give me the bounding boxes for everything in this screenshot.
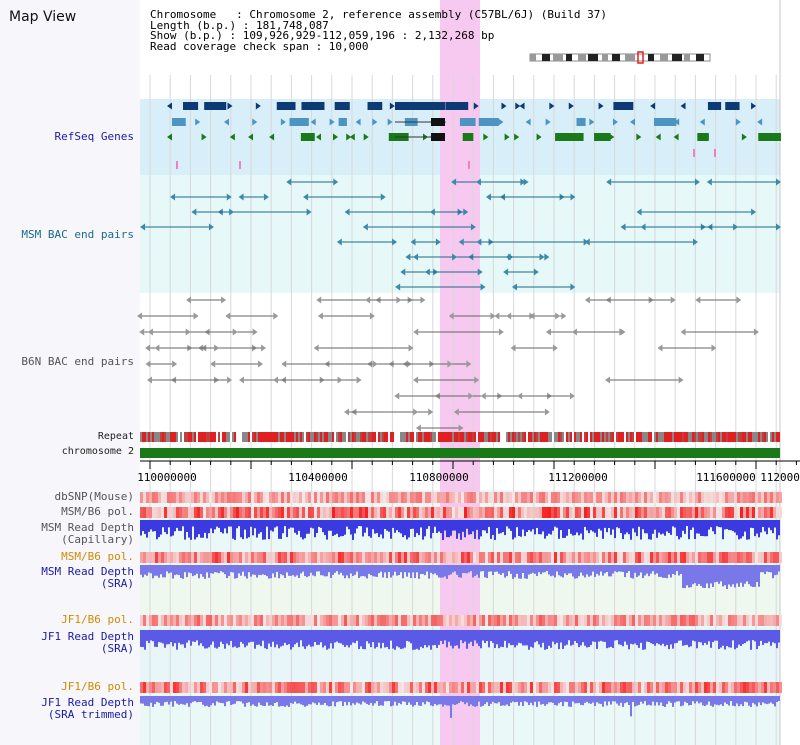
repeat-label: Repeat [97, 431, 134, 442]
refseq-genes-track [167, 102, 781, 169]
msm-bac-pairs-track [140, 178, 781, 291]
msm-depth-sra-label-1[interactable]: MSM Read Depth [41, 565, 134, 578]
refseq-genes-label[interactable]: RefSeq Genes [54, 130, 134, 143]
span-line: Read coverage check span : 10,000 [150, 39, 369, 53]
jf1-pol-label-1[interactable]: JF1/B6 pol. [61, 613, 134, 626]
jf1-depth-trim [140, 696, 780, 718]
msm-pol-strip-1 [140, 507, 782, 518]
jf1-depth-sra-label-2: (SRA) [100, 642, 134, 655]
msm-bac-label[interactable]: MSM BAC end pairs [21, 228, 134, 241]
jf1-pol-strip-2 [140, 682, 782, 693]
jf1-depth-trim-label-2: (SRA trimmed) [47, 708, 134, 721]
jf1-pol-strip-1 [140, 615, 782, 626]
b6n-bac-pairs-track [137, 296, 759, 432]
chromosome-line: Chromosome : Chromosome 2, reference ass… [150, 8, 607, 21]
ideogram-position-marker [637, 51, 644, 64]
show-line: Show (b.p.) : 109,926,929-112,059,196 : … [150, 29, 495, 42]
jf1-depth-trim-label-1[interactable]: JF1 Read Depth [41, 696, 134, 709]
dbsnp-label[interactable]: dbSNP(Mouse) [54, 490, 134, 503]
axis-tick-label: 110800000 [409, 471, 469, 484]
repeat-track [140, 432, 780, 442]
region-info: Chromosome : Chromosome 2, reference ass… [150, 8, 607, 53]
label-column-bg [0, 0, 140, 745]
chromosome-label: chromosome 2 [61, 446, 134, 457]
msm-depth-sra-label-2: (SRA) [100, 577, 134, 590]
msm-pol-strip-2 [140, 552, 782, 563]
chromosome-ideogram [529, 51, 711, 64]
jf1-depth-sra-label-1[interactable]: JF1 Read Depth [41, 630, 134, 643]
axis-tick-label: 110000000 [137, 471, 197, 484]
msm-pol-label-1[interactable]: MSM/B6 pol. [61, 505, 134, 518]
msm-depth-sra [140, 565, 780, 589]
jf1-pol-label-2[interactable]: JF1/B6 pol. [61, 680, 134, 693]
axis-tick-label: 111600000 [696, 471, 756, 484]
msm-pol-label-2[interactable]: MSM/B6 pol. [61, 550, 134, 563]
b6n-bac-label[interactable]: B6N BAC end pairs [21, 355, 134, 368]
axis-tick-label: 112000000 [760, 471, 800, 484]
view-title: Map View [9, 9, 77, 25]
msm-depth-cap-label-1[interactable]: MSM Read Depth [41, 521, 134, 534]
jf1-depth-sra [140, 630, 780, 650]
position-axis: 110000000 110400000 110800000 111200000 1116… [137, 460, 800, 484]
axis-tick-label: 110400000 [288, 471, 348, 484]
axis-tick-label: 111200000 [548, 471, 608, 484]
dbsnp-strip [140, 492, 782, 503]
length-line: Length (b.p.) : 181,748,087 [150, 18, 329, 32]
msm-depth-capillary [140, 520, 780, 540]
msm-depth-cap-label-2: (Capillary) [61, 533, 134, 546]
chromosome-bar [140, 448, 780, 458]
